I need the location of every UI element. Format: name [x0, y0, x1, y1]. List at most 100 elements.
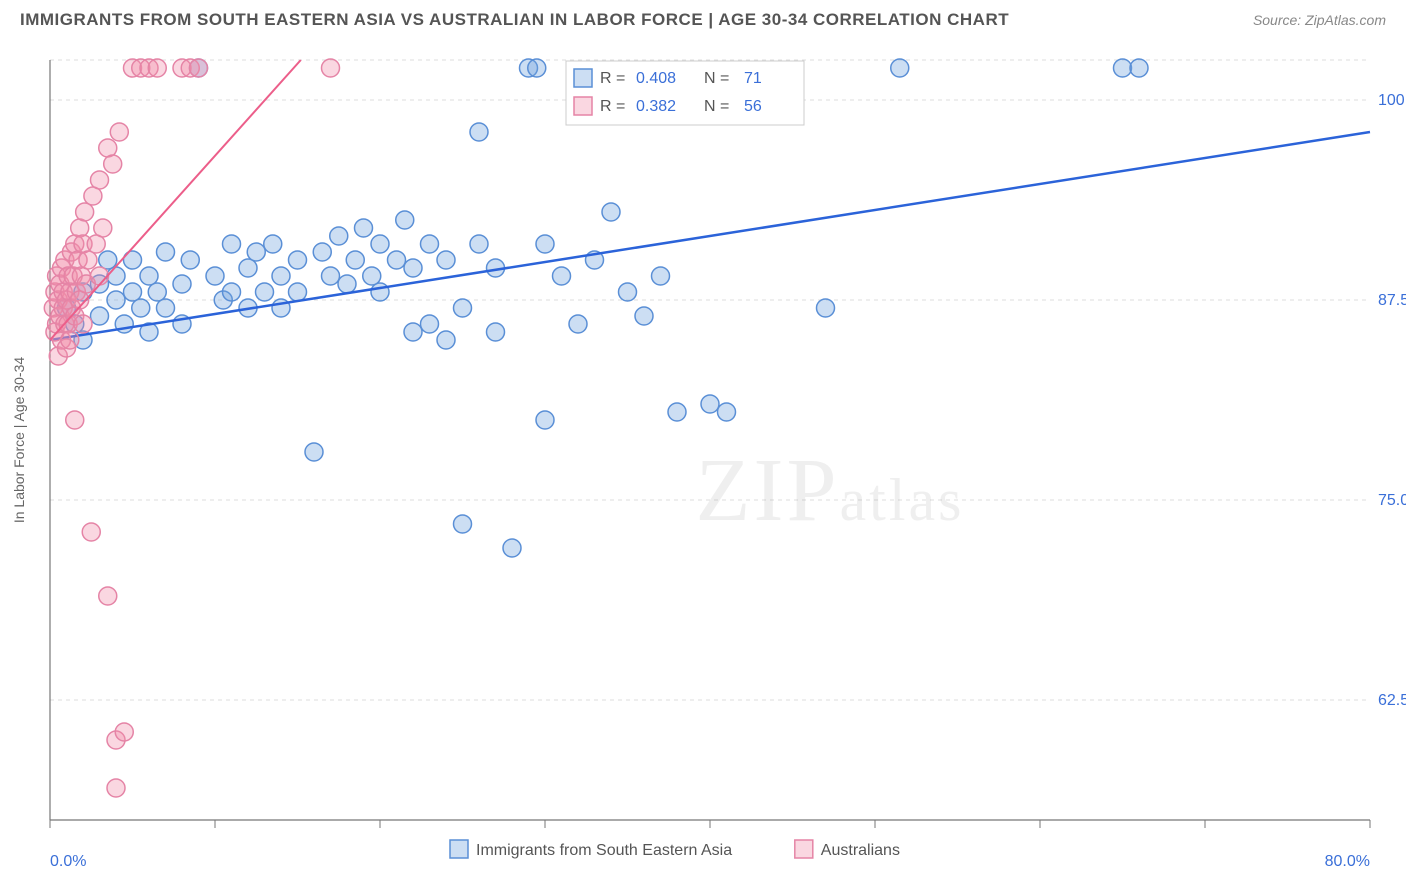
scatter-point-immigrants [635, 307, 653, 325]
y-tick-label: 100.0% [1378, 92, 1406, 109]
scatter-point-immigrants [470, 123, 488, 141]
legend-r-value-australians: 0.382 [636, 98, 676, 115]
legend-r-value-immigrants: 0.408 [636, 70, 676, 87]
scatter-point-australians [71, 219, 89, 237]
scatter-point-immigrants [421, 315, 439, 333]
chart-title: IMMIGRANTS FROM SOUTH EASTERN ASIA VS AU… [20, 10, 1009, 30]
scatter-point-immigrants [536, 411, 554, 429]
legend-swatch-australians [574, 97, 592, 115]
scatter-point-immigrants [355, 219, 373, 237]
scatter-point-australians [66, 411, 84, 429]
scatter-point-immigrants [289, 251, 307, 269]
scatter-point-australians [82, 523, 100, 541]
scatter-point-australians [99, 139, 117, 157]
scatter-point-immigrants [239, 259, 257, 277]
scatter-point-immigrants [313, 243, 331, 261]
scatter-point-immigrants [256, 283, 274, 301]
scatter-point-immigrants [817, 299, 835, 317]
scatter-point-immigrants [157, 299, 175, 317]
scatter-point-australians [79, 251, 97, 269]
scatter-point-immigrants [396, 211, 414, 229]
legend-n-value-australians: 56 [744, 98, 762, 115]
legend-bottom-label-immigrants: Immigrants from South Eastern Asia [476, 842, 732, 859]
watermark: ZIPatlas [696, 441, 965, 540]
scatter-point-immigrants [1114, 59, 1132, 77]
scatter-point-immigrants [891, 59, 909, 77]
scatter-point-immigrants [107, 291, 125, 309]
scatter-point-australians [61, 331, 79, 349]
scatter-point-immigrants [470, 235, 488, 253]
scatter-point-immigrants [421, 235, 439, 253]
scatter-point-immigrants [206, 267, 224, 285]
scatter-point-immigrants [223, 235, 241, 253]
scatter-point-immigrants [157, 243, 175, 261]
scatter-point-australians [76, 203, 94, 221]
y-tick-label: 75.0% [1378, 492, 1406, 509]
scatter-point-immigrants [718, 403, 736, 421]
trend-line-immigrants [50, 132, 1370, 340]
scatter-point-immigrants [91, 307, 109, 325]
scatter-point-australians [110, 123, 128, 141]
scatter-point-immigrants [247, 243, 265, 261]
scatter-point-immigrants [107, 267, 125, 285]
scatter-point-immigrants [330, 227, 348, 245]
scatter-point-immigrants [289, 283, 307, 301]
scatter-point-immigrants [173, 275, 191, 293]
scatter-point-immigrants [181, 251, 199, 269]
source-attribution: Source: ZipAtlas.com [1253, 12, 1386, 28]
scatter-point-immigrants [140, 267, 158, 285]
scatter-point-immigrants [528, 59, 546, 77]
y-tick-label: 62.5% [1378, 692, 1406, 709]
correlation-scatter-chart: 62.5% 75.0% 87.5% 100.0% 0.0% 80.0% ZIPatlas In… [0, 40, 1406, 892]
scatter-point-immigrants [388, 251, 406, 269]
scatter-point-immigrants [223, 283, 241, 301]
x-tick-label: 80.0% [1325, 853, 1370, 870]
scatter-point-immigrants [363, 267, 381, 285]
scatter-point-immigrants [454, 299, 472, 317]
scatter-point-immigrants [346, 251, 364, 269]
scatter-point-immigrants [553, 267, 571, 285]
scatter-point-immigrants [454, 515, 472, 533]
scatter-point-immigrants [619, 283, 637, 301]
scatter-point-immigrants [264, 235, 282, 253]
scatter-point-australians [74, 315, 92, 333]
scatter-point-immigrants [124, 283, 142, 301]
scatter-point-immigrants [652, 267, 670, 285]
legend-r-label: R = [600, 98, 625, 115]
scatter-point-immigrants [437, 331, 455, 349]
legend-swatch-immigrants [574, 69, 592, 87]
legend-bottom-label-australians: Australians [821, 842, 900, 859]
scatter-point-immigrants [404, 323, 422, 341]
legend-n-label: N = [704, 98, 729, 115]
scatter-point-australians [115, 723, 133, 741]
scatter-point-immigrants [487, 323, 505, 341]
scatter-point-australians [107, 779, 125, 797]
scatter-point-australians [148, 59, 166, 77]
scatter-point-immigrants [305, 443, 323, 461]
scatter-point-immigrants [1130, 59, 1148, 77]
scatter-point-immigrants [322, 267, 340, 285]
scatter-point-immigrants [437, 251, 455, 269]
scatter-point-australians [104, 155, 122, 173]
x-tick-label: 0.0% [50, 853, 86, 870]
scatter-point-immigrants [371, 235, 389, 253]
scatter-point-immigrants [99, 251, 117, 269]
scatter-point-australians [94, 219, 112, 237]
scatter-point-immigrants [503, 539, 521, 557]
scatter-point-immigrants [668, 403, 686, 421]
scatter-point-australians [91, 171, 109, 189]
scatter-point-immigrants [132, 299, 150, 317]
scatter-point-immigrants [338, 275, 356, 293]
legend-n-value-immigrants: 71 [744, 70, 762, 87]
scatter-point-australians [91, 267, 109, 285]
scatter-point-immigrants [701, 395, 719, 413]
scatter-point-australians [99, 587, 117, 605]
legend-bottom-swatch-immigrants [450, 840, 468, 858]
y-tick-label: 87.5% [1378, 292, 1406, 309]
scatter-point-immigrants [569, 315, 587, 333]
y-axis-title: In Labor Force | Age 30-34 [11, 357, 27, 524]
legend-r-label: R = [600, 70, 625, 87]
scatter-point-immigrants [404, 259, 422, 277]
legend-n-label: N = [704, 70, 729, 87]
scatter-point-immigrants [148, 283, 166, 301]
